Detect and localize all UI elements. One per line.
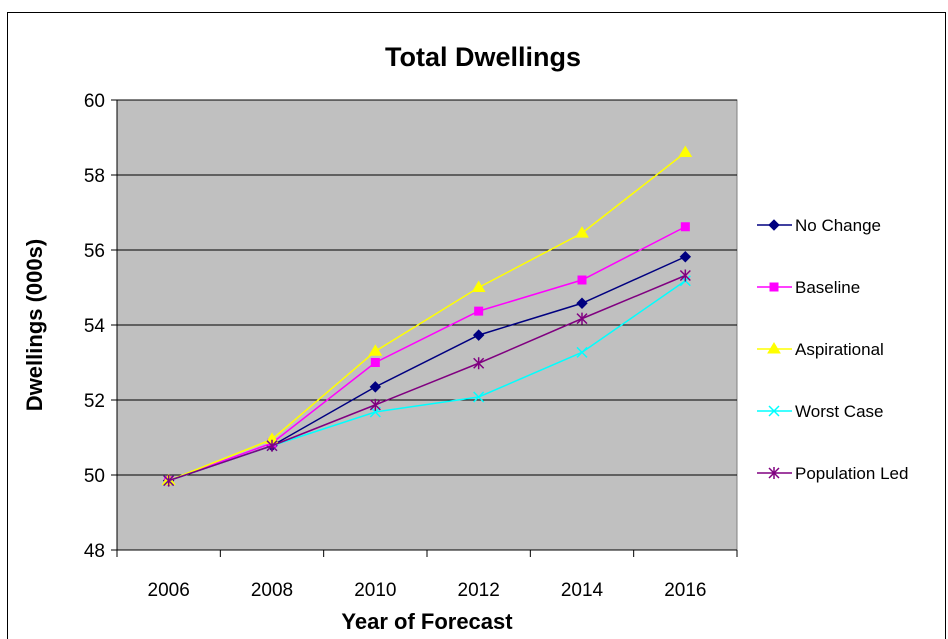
data-point: [471, 280, 486, 292]
data-point: [370, 358, 380, 367]
series-line-population-led: [168, 274, 686, 482]
y-tick-label: 50: [84, 466, 105, 487]
y-tick-label: 52: [84, 391, 105, 412]
y-axis-label: Dwellings (000s): [22, 239, 47, 411]
series-layer: [161, 145, 693, 487]
data-point: [575, 226, 589, 238]
legend-entry: Worst Case: [757, 402, 884, 421]
legend-label: Worst Case: [795, 402, 884, 421]
data-point: [679, 251, 692, 263]
x-tick-label: 2010: [354, 580, 396, 601]
data-point: [369, 381, 382, 393]
x-tick-label: 2006: [148, 580, 190, 601]
y-tick-label: 48: [84, 541, 105, 562]
data-point: [163, 474, 175, 487]
data-point: [679, 269, 691, 282]
data-point: [472, 329, 485, 341]
data-point: [680, 222, 690, 232]
data-point: [576, 297, 588, 309]
chart-title: Total Dwellings: [385, 42, 581, 72]
data-point: [768, 467, 780, 479]
data-point: [576, 312, 588, 325]
data-point: [473, 357, 485, 370]
x-axis-label: Year of Forecast: [341, 609, 513, 634]
data-point: [576, 346, 588, 358]
legend-label: Baseline: [795, 278, 860, 297]
gridlines: [117, 99, 737, 476]
axes: [111, 99, 738, 557]
x-tick-label: 2016: [664, 580, 706, 601]
y-tick-label: 60: [84, 91, 105, 112]
data-point: [768, 219, 780, 231]
legend-label: Aspirational: [795, 340, 884, 359]
series-aspirational: [161, 145, 693, 486]
legend-entry: Population Led: [757, 464, 908, 483]
data-point: [474, 306, 484, 316]
legend-entry: Aspirational: [757, 340, 884, 359]
series-line-baseline: [168, 226, 686, 482]
legend-label: No Change: [795, 216, 881, 235]
y-tick-label: 58: [84, 166, 105, 187]
x-tick-label: 2014: [561, 580, 604, 601]
tick-labels: 48 50 52 54 56 58 60 2006 2008 2010 2012 2014 2016: [84, 91, 707, 601]
data-point: [769, 282, 779, 292]
y-tick-label: 54: [84, 316, 106, 337]
y-tick-label: 56: [84, 241, 105, 262]
data-point: [473, 391, 485, 403]
data-point: [369, 398, 381, 411]
data-point: [767, 342, 781, 354]
legend-label: Population Led: [795, 464, 908, 483]
x-tick-label: 2012: [458, 580, 500, 601]
legend: No Change Baseline Aspirational Worst Case P…: [757, 216, 908, 483]
data-point: [768, 405, 780, 417]
data-point: [368, 344, 383, 356]
legend-entry: Baseline: [757, 278, 860, 297]
series-line-aspirational: [168, 151, 686, 482]
data-point: [266, 439, 278, 452]
legend-entry: No Change: [757, 216, 881, 235]
x-tick-label: 2008: [251, 580, 293, 601]
data-point: [577, 275, 587, 285]
data-point: [678, 145, 693, 157]
series-population-led: [163, 269, 691, 487]
